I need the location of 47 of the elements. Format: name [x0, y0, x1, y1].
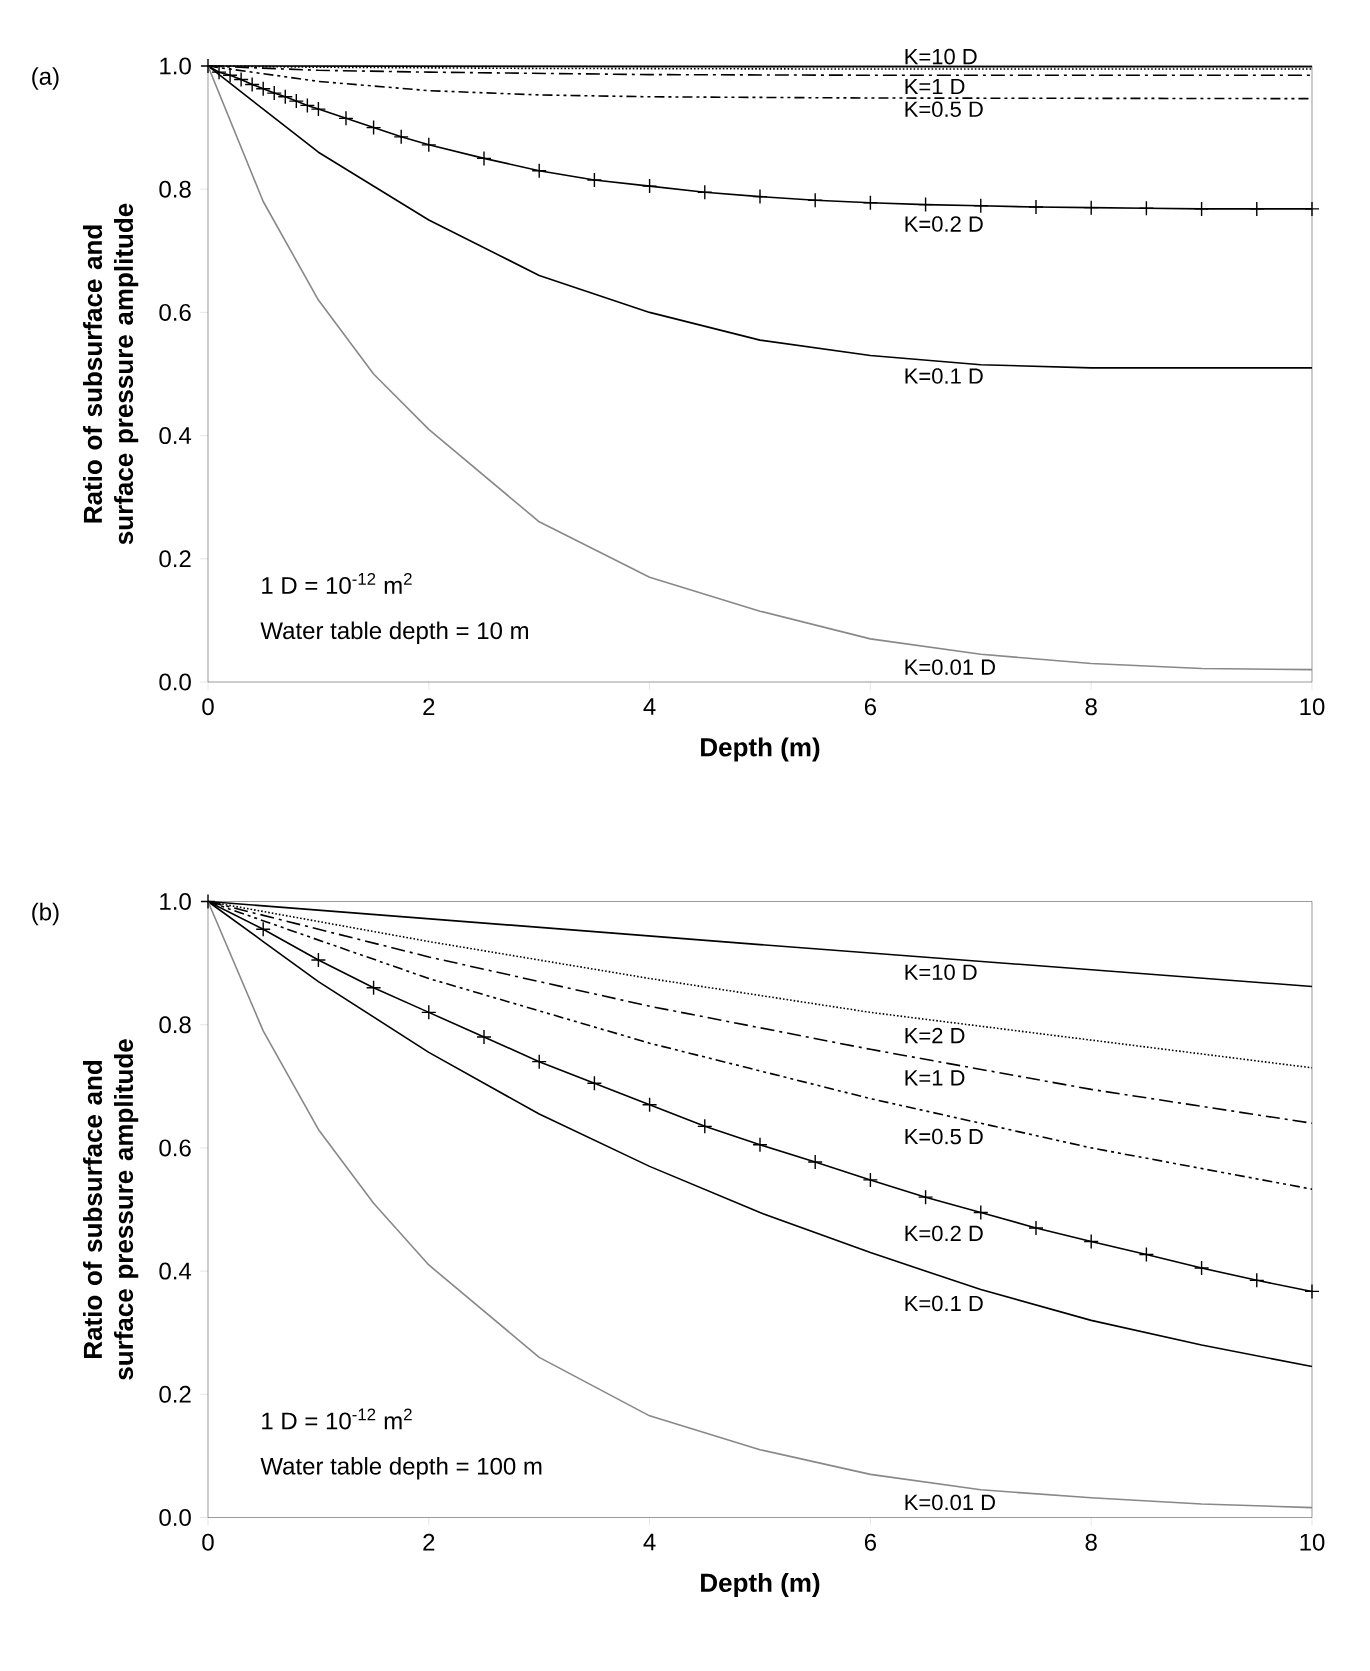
series-label: K=1 D	[905, 78, 965, 95]
x-tick-label: 8	[1085, 698, 1097, 716]
x-tick-label: 8	[1085, 1533, 1097, 1551]
x-axis-title: Depth (m)	[701, 737, 820, 762]
series-label: K=10 D	[905, 48, 977, 65]
series-label: K=0.01 D	[905, 1494, 995, 1511]
y-tick-label: 0.4	[159, 427, 192, 445]
y-tick-label: 0.8	[159, 180, 191, 198]
y-tick-label: 1.0	[160, 893, 191, 910]
series-label: K=10 D	[905, 964, 977, 980]
series-label: K=0.1 D	[905, 368, 983, 384]
y-tick-label: 1.0	[160, 57, 191, 75]
x-tick-label: 2	[423, 1533, 435, 1551]
annotation: 1 D = 10$^{-12}$ m$^{2}$	[262, 1408, 412, 1430]
annotation: Water table depth = 10 m	[260, 621, 528, 644]
x-tick-label: 6	[864, 1533, 877, 1551]
y-axis-title: Ratio of subsurface and surface pressure amplitude	[83, 203, 139, 545]
y-tick-label: 0.0	[159, 673, 191, 691]
x-tick-label: 2	[423, 698, 435, 715]
x-tick-label: 4	[643, 698, 656, 715]
x-tick-label: 4	[643, 1533, 656, 1551]
y-tick-label: 0.2	[159, 1385, 191, 1403]
series-label: K=0.5 D	[905, 1128, 983, 1145]
x-tick-label: 10	[1300, 698, 1325, 716]
series-label: K=1 D	[905, 1070, 965, 1086]
x-tick-label: 6	[864, 698, 877, 716]
annotation: Water table depth = 100 m	[260, 1457, 542, 1480]
x-tick-label: 0	[202, 698, 214, 716]
x-tick-label: 0	[202, 1533, 214, 1551]
y-tick-label: 0.0	[159, 1509, 191, 1526]
y-tick-label: 0.8	[159, 1016, 191, 1034]
series-label: K=2 D	[905, 1027, 965, 1044]
series-label: K=0.5 D	[905, 101, 983, 117]
x-axis-title: Depth (m)	[701, 1572, 820, 1598]
y-tick-label: 0.4	[159, 1262, 192, 1280]
chart-title: (a)	[32, 67, 59, 90]
series-label: K=0.01 D	[905, 659, 995, 675]
y-tick-label: 0.6	[159, 303, 191, 321]
annotation: 1 D = 10$^{-12}$ m$^{2}$	[262, 572, 412, 594]
x-tick-label: 10	[1300, 1533, 1325, 1551]
chart-title: (b)	[32, 902, 59, 926]
y-tick-label: 0.6	[159, 1139, 191, 1157]
y-axis-title: Ratio of subsurface and surface pressure amplitude	[83, 1039, 139, 1380]
series-label: K=0.1 D	[905, 1295, 983, 1312]
series-label: K=0.2 D	[905, 216, 983, 232]
y-tick-label: 0.2	[159, 550, 191, 568]
series-label: K=0.2 D	[905, 1225, 983, 1242]
